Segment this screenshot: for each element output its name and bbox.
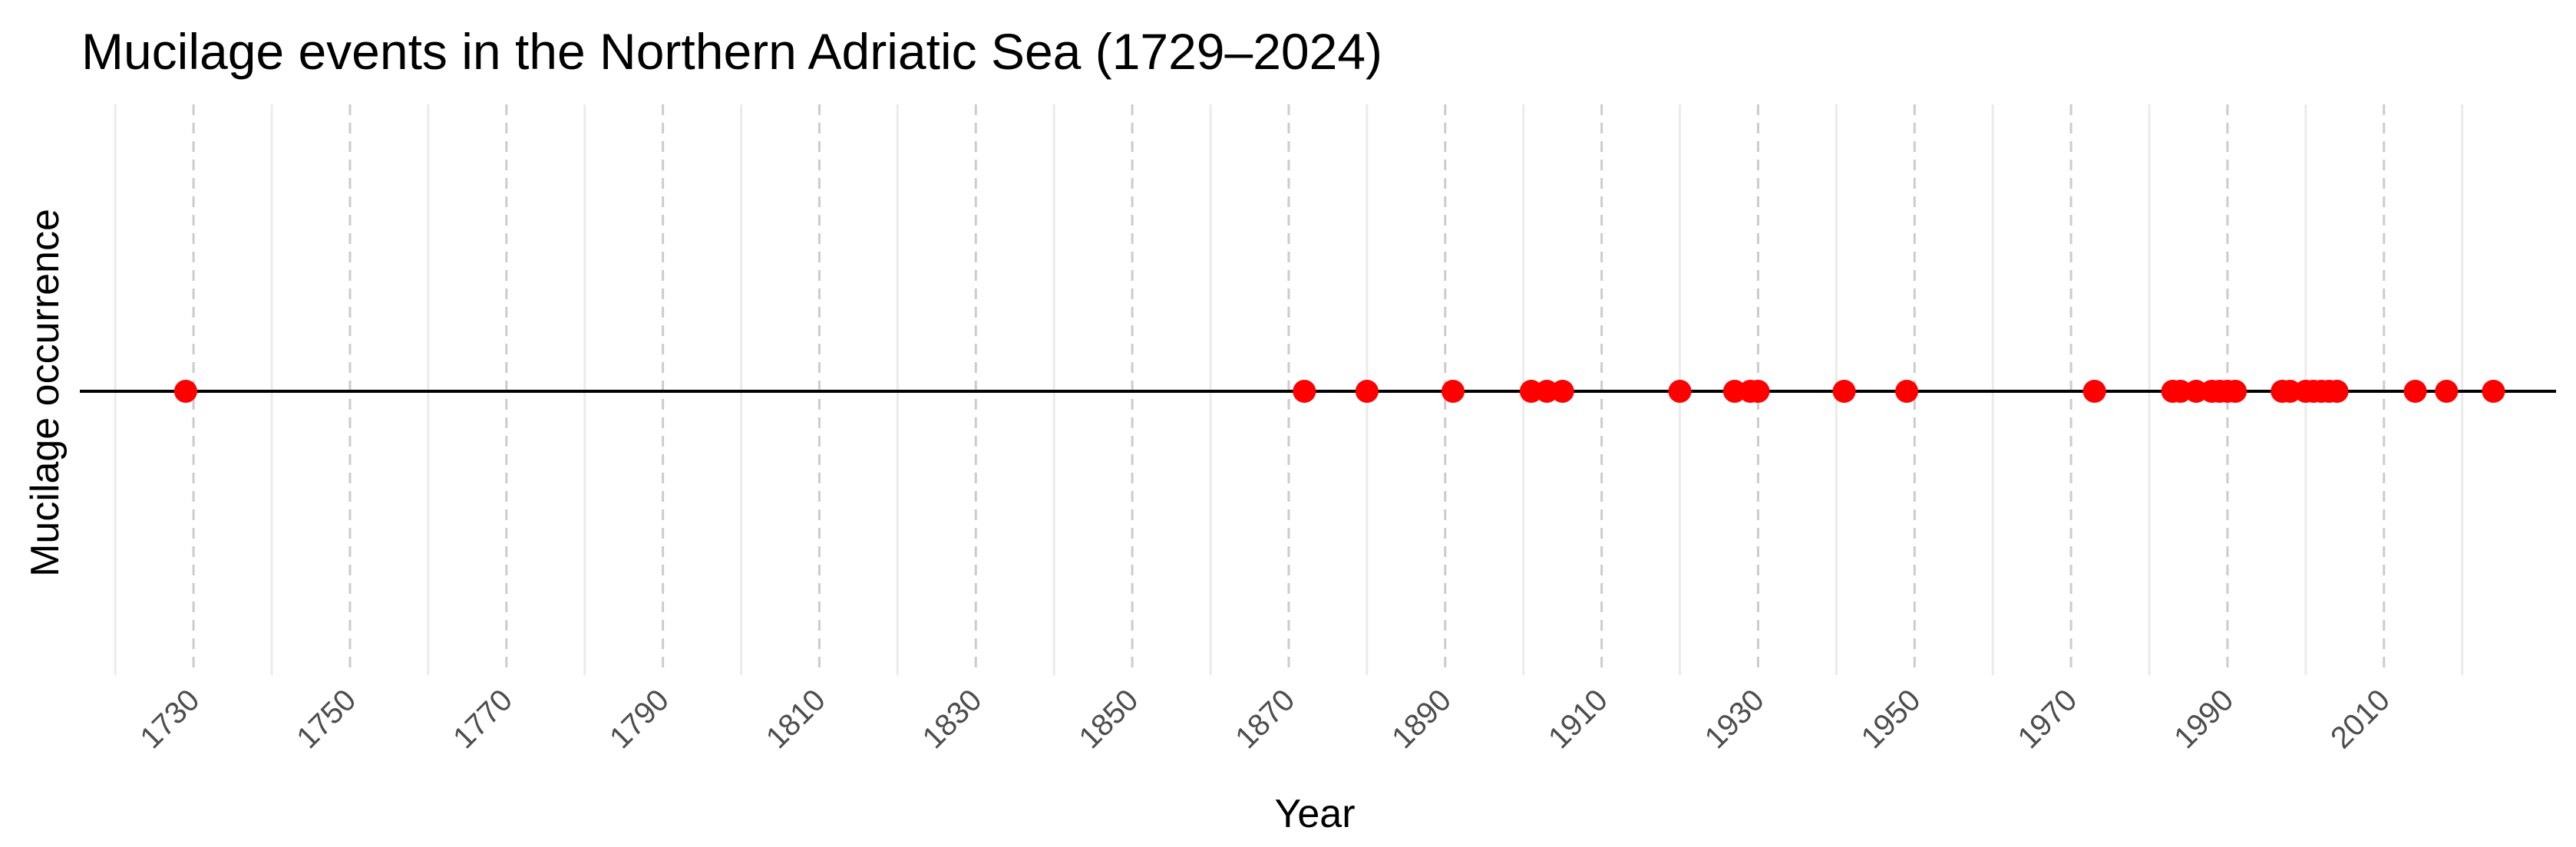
x-tick-label: 1970: [2011, 683, 2083, 755]
y-axis-title: Mucilage occurrence: [23, 209, 68, 577]
mucilage-event-point: [2325, 380, 2349, 403]
x-tick-label: 1830: [916, 683, 989, 755]
x-tick-label: 1810: [760, 683, 832, 755]
x-tick-label: 1930: [1699, 683, 1771, 755]
x-tick-label: 1770: [447, 683, 519, 755]
x-tick-label: 2010: [2324, 683, 2396, 755]
mucilage-event-point: [1441, 380, 1465, 403]
x-tick-label: 1790: [603, 683, 675, 755]
x-tick-label: 1910: [1542, 683, 1614, 755]
x-tick-label: 1850: [1072, 683, 1144, 755]
chart-title: Mucilage events in the Northern Adriatic…: [81, 23, 1382, 80]
x-tick-label: 1950: [1855, 683, 1927, 755]
mucilage-event-point: [173, 380, 197, 403]
mucilage-event-point: [1668, 380, 1692, 403]
x-tick-label: 1870: [1229, 683, 1301, 755]
mucilage-event-point: [1746, 380, 1770, 403]
mucilage-event-point: [2403, 380, 2427, 403]
mucilage-event-point: [1293, 380, 1316, 403]
x-tick-label: 1890: [1385, 683, 1458, 755]
mucilage-event-point: [2224, 380, 2247, 403]
mucilage-event-point: [2482, 380, 2505, 403]
x-tick-labels: 1730 1750 1770 1790 1810 1830 1850 1870 1890 1910…: [134, 683, 2396, 755]
x-axis-title: Year: [1274, 792, 1355, 836]
x-tick-label: 1990: [2168, 683, 2240, 755]
mucilage-event-point: [1895, 380, 1919, 403]
mucilage-event-point: [2082, 380, 2106, 403]
x-tick-label: 1750: [290, 683, 362, 755]
mucilage-event-point: [2435, 380, 2459, 403]
mucilage-event-point: [1355, 380, 1379, 403]
x-tick-label: 1730: [134, 683, 206, 755]
data-points: [173, 380, 2505, 403]
mucilage-event-point: [1551, 380, 1574, 403]
mucilage-event-point: [1832, 380, 1856, 403]
